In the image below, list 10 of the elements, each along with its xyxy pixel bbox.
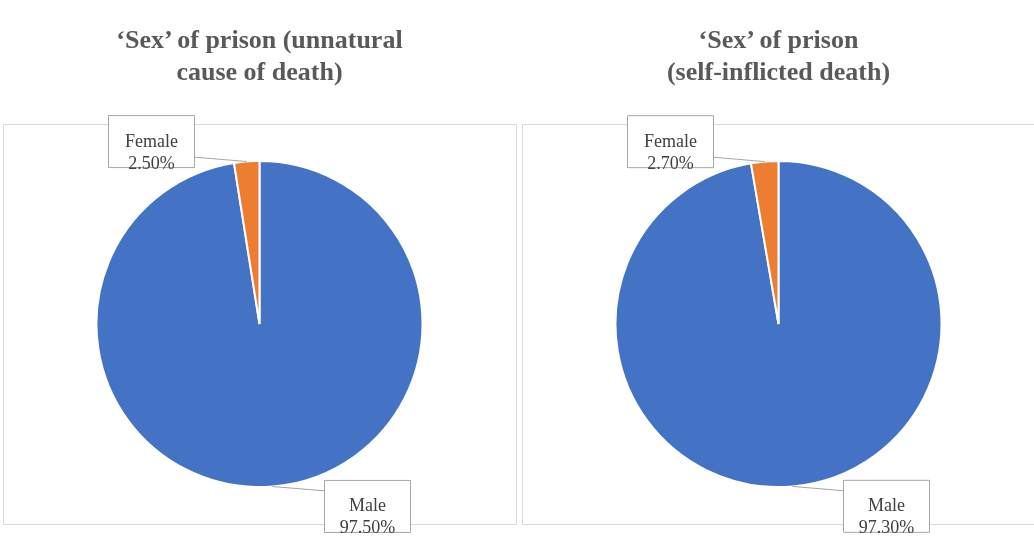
- data-label: 2.70%: [647, 152, 694, 173]
- data-label: 97.30%: [858, 517, 915, 537]
- slice-label: Female: [644, 130, 697, 151]
- chart-title: ‘Sex’ of prison (unnatural cause of death): [116, 25, 403, 87]
- data-label: 97.50%: [339, 517, 396, 537]
- chart-title: ‘Sex’ of prison (self-inflicted death): [666, 25, 891, 87]
- slice-label: Male: [868, 495, 905, 516]
- slice-label: Male: [349, 495, 386, 516]
- data-label: 2.50%: [128, 152, 175, 173]
- slice-label: Female: [125, 130, 178, 151]
